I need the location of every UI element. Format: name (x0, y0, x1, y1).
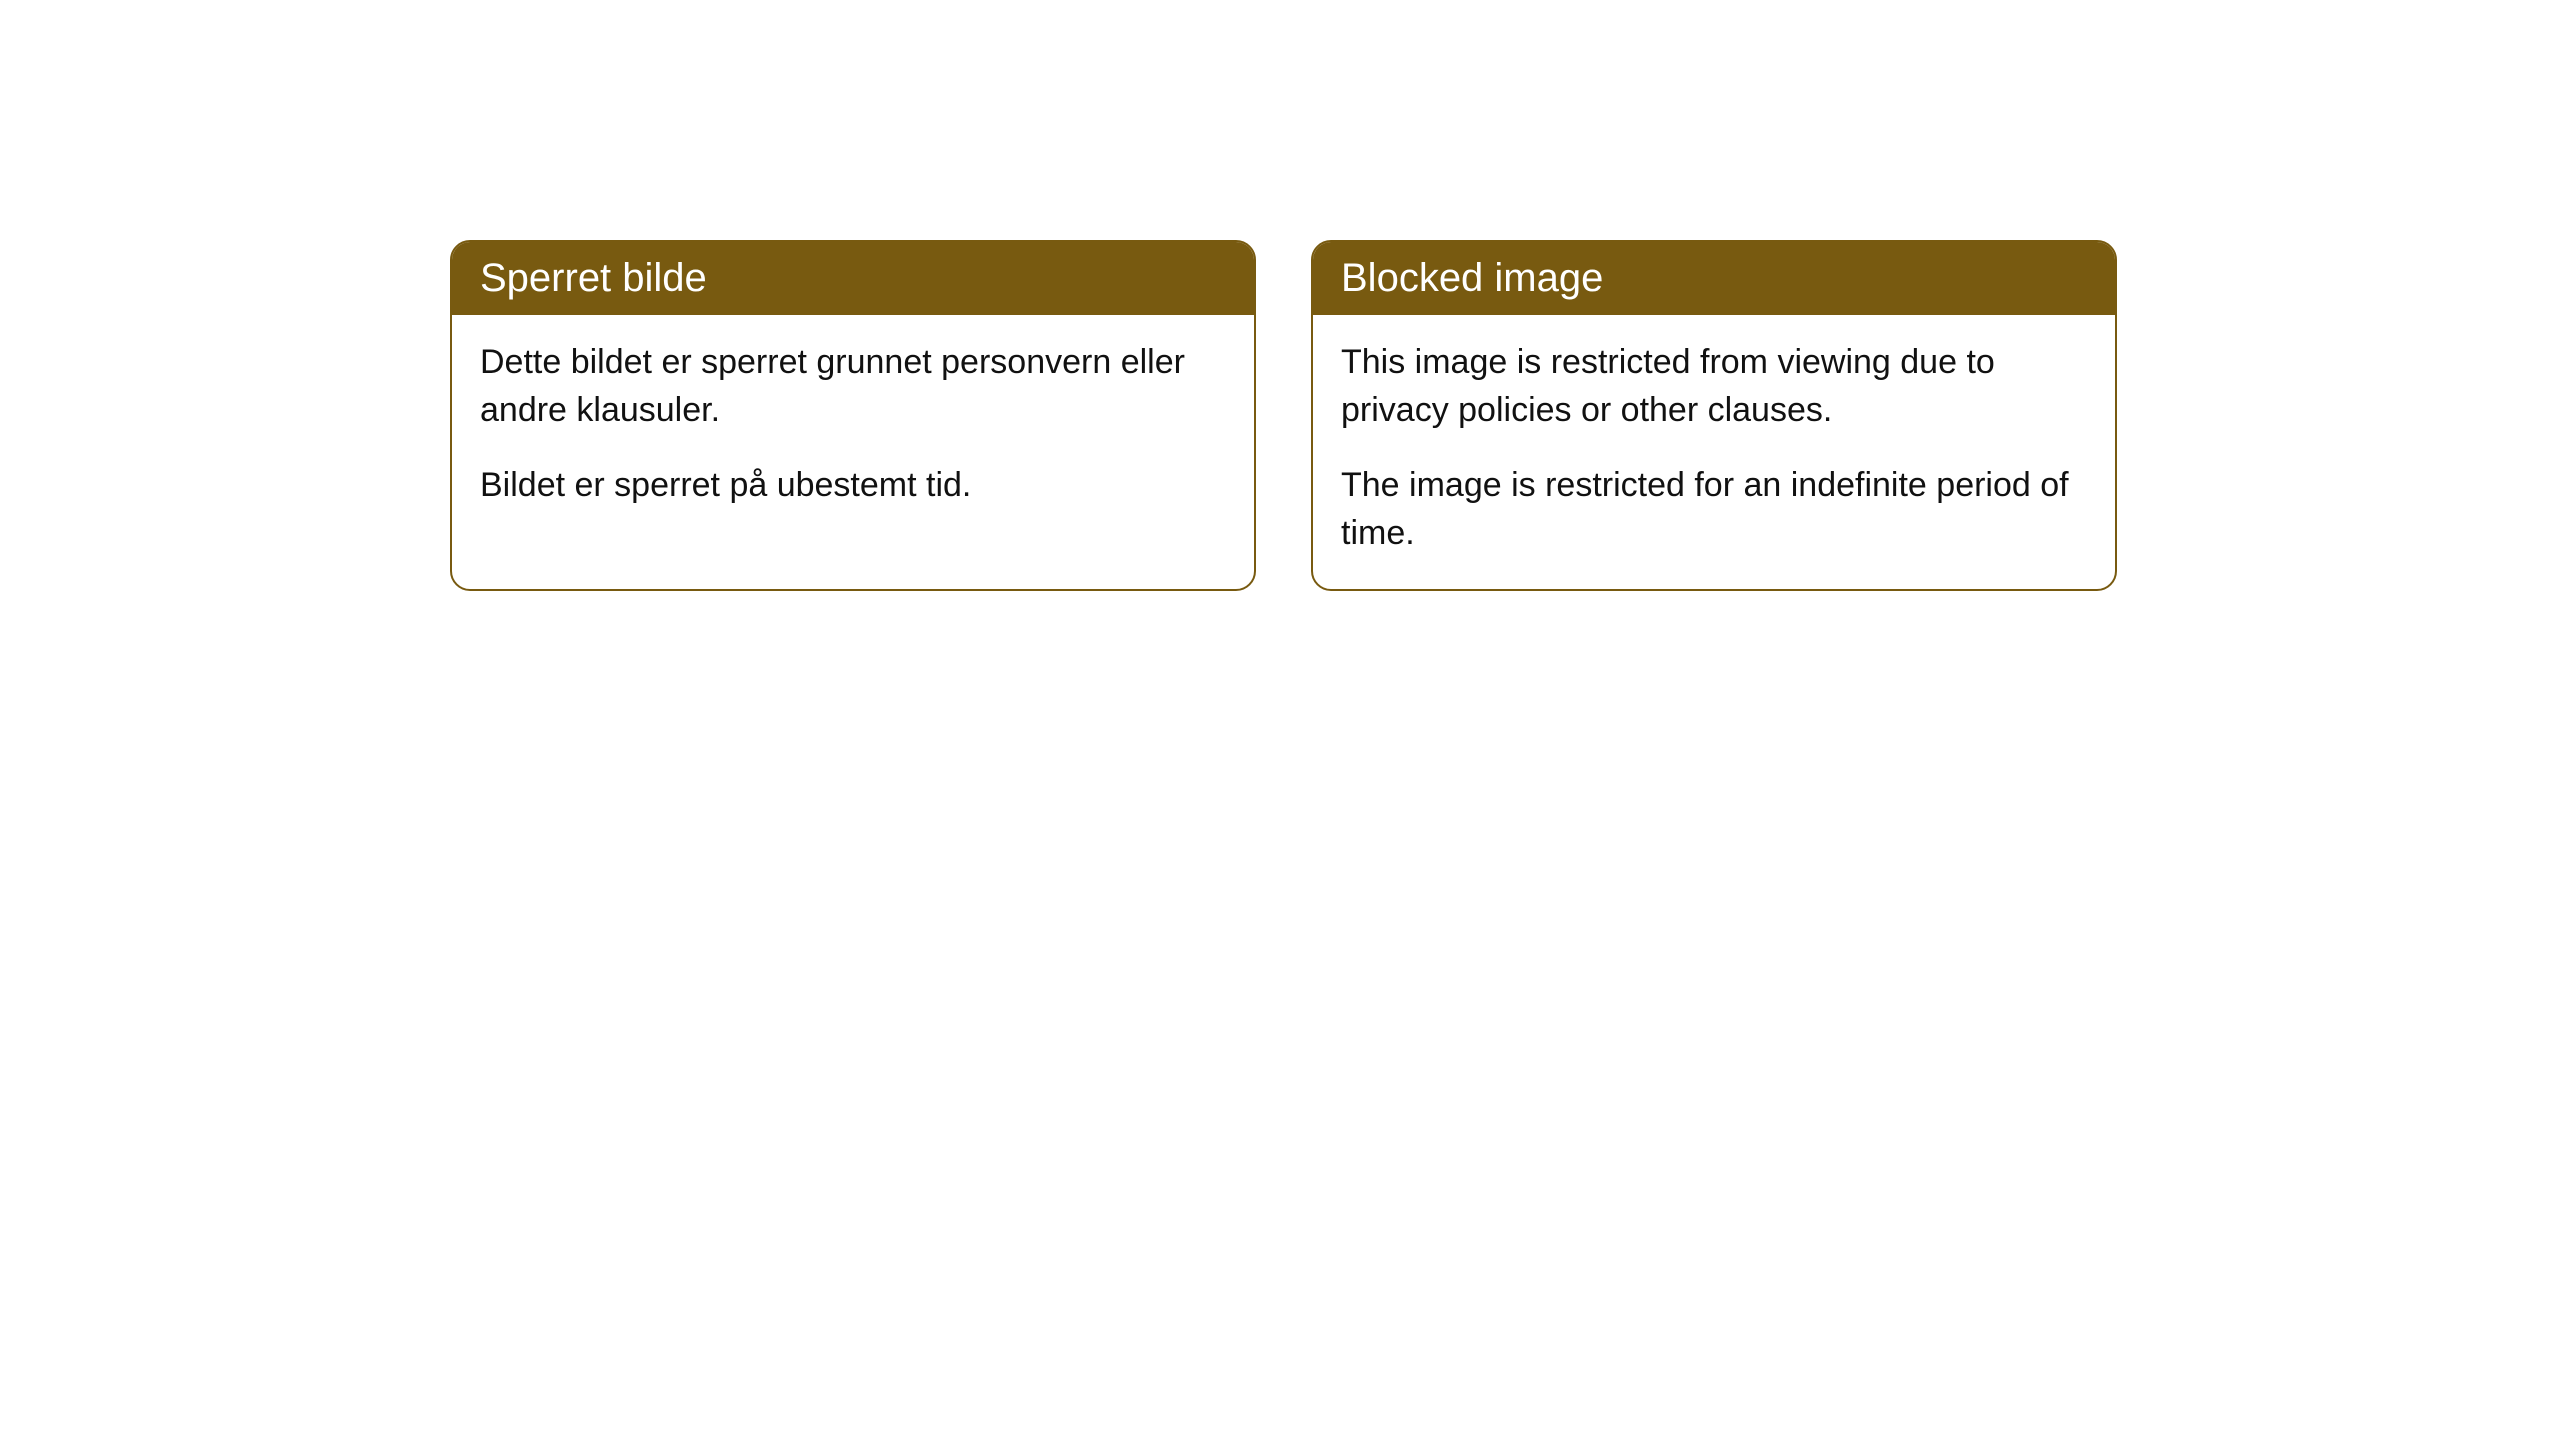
notice-card-norwegian: Sperret bilde Dette bildet er sperret gr… (450, 240, 1256, 591)
card-paragraph: Dette bildet er sperret grunnet personve… (480, 339, 1226, 434)
card-paragraph: Bildet er sperret på ubestemt tid. (480, 462, 1226, 510)
card-body: Dette bildet er sperret grunnet personve… (452, 315, 1254, 542)
card-body: This image is restricted from viewing du… (1313, 315, 2115, 589)
card-paragraph: This image is restricted from viewing du… (1341, 339, 2087, 434)
card-title: Blocked image (1341, 256, 1603, 300)
card-header: Sperret bilde (452, 242, 1254, 315)
card-title: Sperret bilde (480, 256, 707, 300)
notice-cards-container: Sperret bilde Dette bildet er sperret gr… (450, 240, 2117, 591)
card-header: Blocked image (1313, 242, 2115, 315)
notice-card-english: Blocked image This image is restricted f… (1311, 240, 2117, 591)
card-paragraph: The image is restricted for an indefinit… (1341, 462, 2087, 557)
